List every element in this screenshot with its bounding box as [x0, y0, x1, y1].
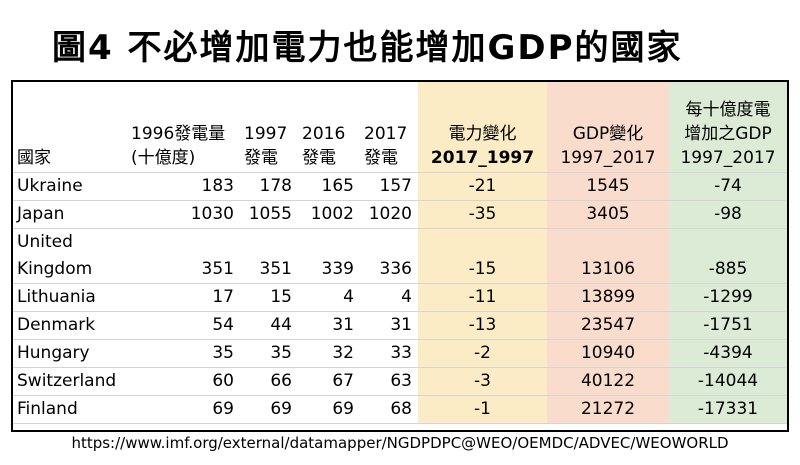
gen-2016-cell: 69 — [298, 395, 360, 424]
electricity-gdp-table: 國家 1996發電量 (十億度) 1997 發電 2016 發電 2017 發電 電力變… — [13, 82, 787, 424]
country-cell: Ukraine — [13, 172, 127, 201]
gen-2017-cell: 63 — [360, 367, 418, 396]
gen-1997-cell: 351 — [240, 228, 298, 284]
gen-2017-cell: 33 — [360, 339, 418, 368]
power-change-cell: -2 — [418, 339, 547, 368]
gen-1996-cell: 60 — [127, 367, 240, 396]
gdp-change-cell: 21272 — [547, 395, 669, 424]
header-power-change: 電力變化 2017_1997 — [418, 82, 547, 173]
gdp-change-cell: 40122 — [547, 367, 669, 396]
gdp-per-twh-cell: -1751 — [669, 311, 787, 340]
gen-2017-cell: 31 — [360, 311, 418, 340]
country-cell: Denmark — [13, 311, 127, 340]
header-gdp-per-twh: 每十億度電 增加之GDP 1997_2017 — [669, 82, 787, 173]
table-row: Denmark 54 44 31 31 -13 23547 -1751 — [13, 311, 787, 340]
power-change-cell: -13 — [418, 311, 547, 340]
gen-2016-cell: 339 — [298, 228, 360, 284]
country-cell: Finland — [13, 395, 127, 424]
gen-1997-cell: 66 — [240, 367, 298, 396]
gen-2016-cell: 67 — [298, 367, 360, 396]
gen-2017-cell: 1020 — [360, 200, 418, 229]
gen-1997-cell: 178 — [240, 172, 298, 201]
gen-1996-cell: 54 — [127, 311, 240, 340]
gen-2016-cell: 1002 — [298, 200, 360, 229]
gen-1997-cell: 1055 — [240, 200, 298, 229]
gen-1996-cell: 1030 — [127, 200, 240, 229]
gen-1996-cell: 17 — [127, 283, 240, 312]
country-cell: Hungary — [13, 339, 127, 368]
table-row: Finland 69 69 69 68 -1 21272 -17331 — [13, 395, 787, 424]
gdp-per-twh-cell: -14044 — [669, 367, 787, 396]
gen-2016-cell: 4 — [298, 283, 360, 312]
gdp-change-cell: 10940 — [547, 339, 669, 368]
table-row: Japan 1030 1055 1002 1020 -35 3405 -98 — [13, 200, 787, 229]
header-gdp-change: GDP變化 1997_2017 — [547, 82, 669, 173]
gen-2016-cell: 31 — [298, 311, 360, 340]
gen-1996-cell: 35 — [127, 339, 240, 368]
power-change-cell: -15 — [418, 228, 547, 284]
gdp-change-cell: 1545 — [547, 172, 669, 201]
gdp-change-cell: 3405 — [547, 200, 669, 229]
source-url-caption: https://www.imf.org/external/datamapper/… — [71, 434, 729, 452]
gdp-per-twh-cell: -1299 — [669, 283, 787, 312]
gen-1996-cell: 351 — [127, 228, 240, 284]
header-gen-1996: 1996發電量 (十億度) — [127, 82, 240, 173]
power-change-cell: -3 — [418, 367, 547, 396]
gdp-change-cell: 23547 — [547, 311, 669, 340]
table-row: Lithuania 17 15 4 4 -11 13899 -1299 — [13, 283, 787, 312]
data-table-frame: 國家 1996發電量 (十億度) 1997 發電 2016 發電 2017 發電 電力變… — [11, 80, 789, 432]
country-cell: Japan — [13, 200, 127, 229]
gen-2016-cell: 165 — [298, 172, 360, 201]
gdp-per-twh-cell: -4394 — [669, 339, 787, 368]
gen-1996-cell: 69 — [127, 395, 240, 424]
page-title: 圖4 不必增加電力也能增加GDP的國家 — [52, 28, 683, 68]
gen-1997-cell: 15 — [240, 283, 298, 312]
gen-2017-cell: 157 — [360, 172, 418, 201]
gdp-change-cell: 13899 — [547, 283, 669, 312]
power-change-cell: -1 — [418, 395, 547, 424]
power-change-cell: -11 — [418, 283, 547, 312]
power-change-cell: -35 — [418, 200, 547, 229]
power-change-cell: -21 — [418, 172, 547, 201]
gen-1997-cell: 35 — [240, 339, 298, 368]
table-row: Ukraine 183 178 165 157 -21 1545 -74 — [13, 172, 787, 201]
table-row: United Kingdom 351 351 339 336 -15 13106 … — [13, 228, 787, 284]
gen-2017-cell: 336 — [360, 228, 418, 284]
country-cell: Lithuania — [13, 283, 127, 312]
header-row: 國家 1996發電量 (十億度) 1997 發電 2016 發電 2017 發電 電力變… — [13, 82, 787, 173]
gen-2017-cell: 4 — [360, 283, 418, 312]
country-cell: United Kingdom — [13, 228, 127, 284]
country-cell: Switzerland — [13, 367, 127, 396]
gdp-per-twh-cell: -885 — [669, 228, 787, 284]
gdp-change-cell: 13106 — [547, 228, 669, 284]
header-gen-2017: 2017 發電 — [360, 82, 418, 173]
header-gen-2016: 2016 發電 — [298, 82, 360, 173]
gdp-per-twh-cell: -74 — [669, 172, 787, 201]
gen-2017-cell: 68 — [360, 395, 418, 424]
gdp-per-twh-cell: -17331 — [669, 395, 787, 424]
header-country: 國家 — [13, 82, 127, 173]
table-row: Hungary 35 35 32 33 -2 10940 -4394 — [13, 339, 787, 368]
gdp-per-twh-cell: -98 — [669, 200, 787, 229]
gen-1996-cell: 183 — [127, 172, 240, 201]
gen-1997-cell: 44 — [240, 311, 298, 340]
gen-1997-cell: 69 — [240, 395, 298, 424]
gen-2016-cell: 32 — [298, 339, 360, 368]
header-gen-1997: 1997 發電 — [240, 82, 298, 173]
table-row: Switzerland 60 66 67 63 -3 40122 -14044 — [13, 367, 787, 396]
